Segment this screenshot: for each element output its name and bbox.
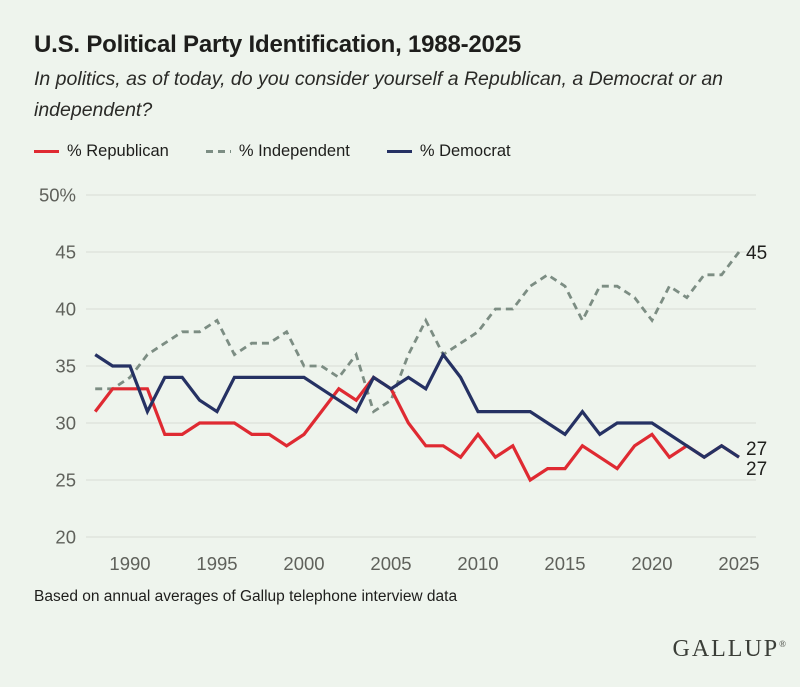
y-tick-label: 20 [55, 527, 76, 548]
series-line-democrat [94, 351, 740, 460]
y-tick-label: 45 [55, 242, 76, 263]
series-line-independent [95, 251, 741, 414]
y-tick-label: 40 [55, 299, 76, 320]
gallup-logo-text: GALLUP [672, 636, 780, 662]
legend-item-republican: % Republican [34, 142, 169, 161]
legend-label-republican: % Republican [67, 142, 169, 160]
end-label-independent: 45 [746, 243, 767, 264]
legend-label-independent: % Independent [238, 142, 350, 160]
x-tick-label: 2025 [718, 553, 759, 574]
x-tick-label: 1995 [196, 553, 237, 574]
x-tick-label: 2005 [370, 553, 411, 574]
gallup-logo: GALLUP® [672, 636, 786, 663]
legend-item-independent: % Independent [205, 142, 350, 161]
series-line-republican [93, 375, 740, 483]
x-tick-label: 2015 [544, 553, 585, 574]
republican-line-swatch [34, 150, 59, 153]
independent-line-swatch [205, 150, 231, 153]
y-tick-label: 30 [55, 413, 76, 434]
end-label-democrat: 27 [746, 439, 767, 460]
end-label-republican: 27 [746, 459, 767, 480]
y-tick-label: 35 [55, 356, 76, 377]
x-tick-label: 2020 [631, 553, 672, 574]
page-title: U.S. Political Party Identification, 198… [34, 31, 521, 58]
y-tick-label: 25 [55, 470, 76, 491]
survey-question-subtitle: In politics, as of today, do you conside… [34, 68, 724, 121]
footnote: Based on annual averages of Gallup telep… [34, 588, 458, 605]
registered-trademark-icon: ® [779, 639, 786, 649]
x-tick-label: 2000 [283, 553, 324, 574]
y-tick-label: 50% [39, 185, 76, 206]
legend-label-democrat: % Democrat [419, 142, 511, 160]
x-tick-label: 2010 [457, 553, 498, 574]
chart-legend: % Republican % Independent % Democrat [34, 142, 511, 161]
x-tick-label: 1990 [109, 553, 150, 574]
democrat-line-swatch [386, 150, 412, 153]
legend-item-democrat: % Democrat [386, 142, 511, 161]
